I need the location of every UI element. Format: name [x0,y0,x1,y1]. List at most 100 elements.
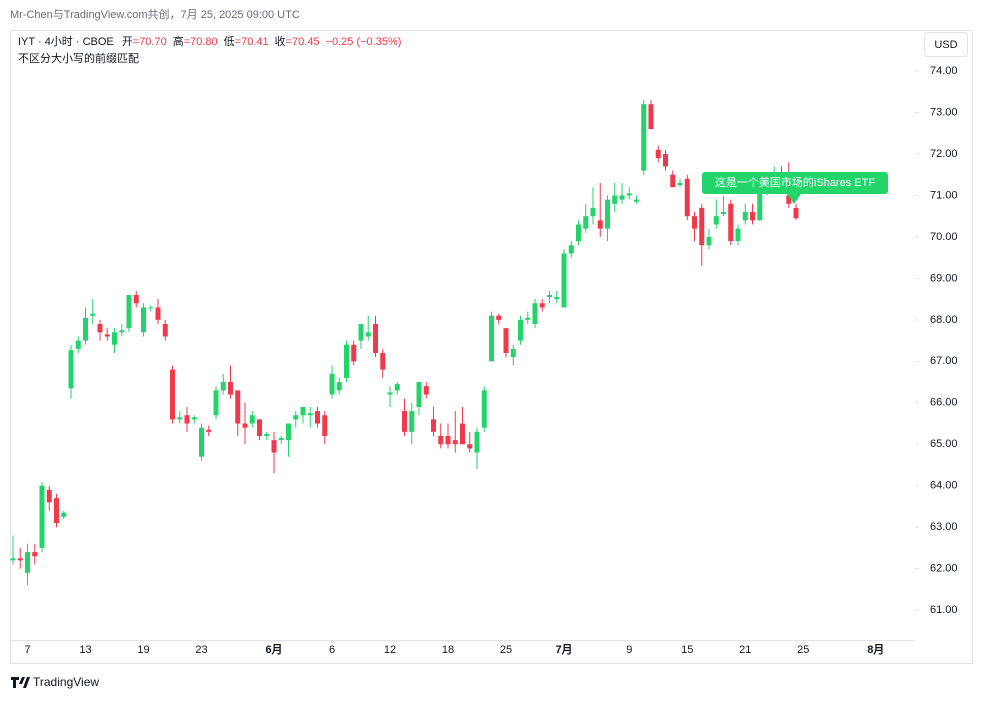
candle-body [677,183,683,186]
x-tick-label: 18 [442,644,454,656]
candle-body [641,104,647,171]
legend-value: −0.25 (−0.35%) [326,36,402,48]
candle-body [213,390,219,416]
candle-body [663,153,668,167]
candle-body [46,489,52,503]
y-tick-label: 64.00 [930,480,958,492]
candle-body [228,382,233,395]
x-tick-label: 25 [797,644,809,656]
subtitle: 不区分大小写的前缀匹配 [18,51,139,65]
candle-body [307,413,313,416]
legend-label: 低 [224,35,235,48]
x-tick-label: 9 [626,644,632,656]
candle-body [257,419,262,436]
candle-body [184,415,190,424]
candle-body [119,330,125,333]
candle-body [518,319,523,341]
candle-body [721,212,726,215]
legend-value: =70.80 [184,36,218,48]
y-tick-label: 66.00 [930,397,958,409]
y-tick-label: 61.00 [930,604,958,616]
x-tick-label: 7 [24,644,30,656]
y-tick-label: 68.00 [930,314,958,326]
candle-body [380,353,386,370]
candle-body [568,245,574,254]
candle-body [54,498,59,524]
currency-box[interactable] [924,32,968,57]
candle-body [474,431,480,453]
annotation-text: 这是一个美国市场的iShares ETF [715,175,875,189]
candle-body [416,382,422,407]
frame [10,30,973,664]
candle-body [496,315,502,320]
candle-body [583,216,589,229]
candle-body [351,344,357,362]
candle-body [532,303,538,325]
candle-body [242,423,248,428]
legend-value: =70.45 [286,36,320,48]
candle-body [206,429,212,432]
y-tick-label: 67.00 [930,355,958,367]
candle-body [750,212,755,221]
x-tick-label: 7月 [555,643,572,656]
candle-body [162,324,168,337]
candle-body [177,417,183,420]
candle-body [278,438,284,441]
candle-body [576,224,581,242]
legend-label: 开 [122,36,133,48]
x-tick-label: 19 [137,644,149,656]
x-tick-label: 6月 [265,643,282,656]
y-tick-label: 71.00 [930,189,958,201]
candle-body [90,313,96,316]
candle-body [104,334,110,337]
candle-body [503,328,509,354]
candle-body [547,294,552,298]
candle-body [713,216,719,225]
candle-body [141,307,146,333]
candle-body [286,423,291,441]
candle-body [344,344,349,378]
candle-body [148,307,154,309]
x-tick-label: 12 [384,644,396,656]
candle-body [264,433,270,436]
candle-body [336,382,342,391]
candle-body [597,220,603,229]
candle-body [402,411,407,432]
symbol: IYT · 4小时 · CBOE [18,35,114,48]
candle-body [590,207,596,217]
candle-body [481,390,487,428]
candle-body [619,195,625,200]
candle-body [220,382,226,391]
candle-body [373,324,378,354]
candle-body [735,228,741,242]
candle-body [322,415,328,436]
candle-body [68,350,74,389]
y-tick-label: 69.00 [930,272,958,284]
candle-body [83,317,88,341]
annotation-box [702,172,888,194]
x-tick-label: 25 [500,644,512,656]
x-tick-label: 21 [739,644,751,656]
candle-body [423,386,429,395]
candle-body [97,324,103,333]
brand-logo [11,677,30,688]
candle-body [510,348,516,358]
candle-body [61,512,67,517]
candle-body [293,415,299,420]
candle-body [626,193,632,196]
candle-body [742,212,748,221]
x-tick-label: 15 [681,644,693,656]
candle-body [670,174,676,188]
candle-body [786,195,792,204]
candle-body [489,315,494,362]
legend-value: =70.70 [133,36,167,48]
candle-body [17,558,23,561]
candle-body [452,440,458,445]
candle-body [460,423,465,445]
candle-body [358,324,364,341]
candle-body [25,552,30,573]
x-tick-label: 6 [329,644,335,656]
candle-body [126,294,132,329]
candle-body [39,485,45,548]
